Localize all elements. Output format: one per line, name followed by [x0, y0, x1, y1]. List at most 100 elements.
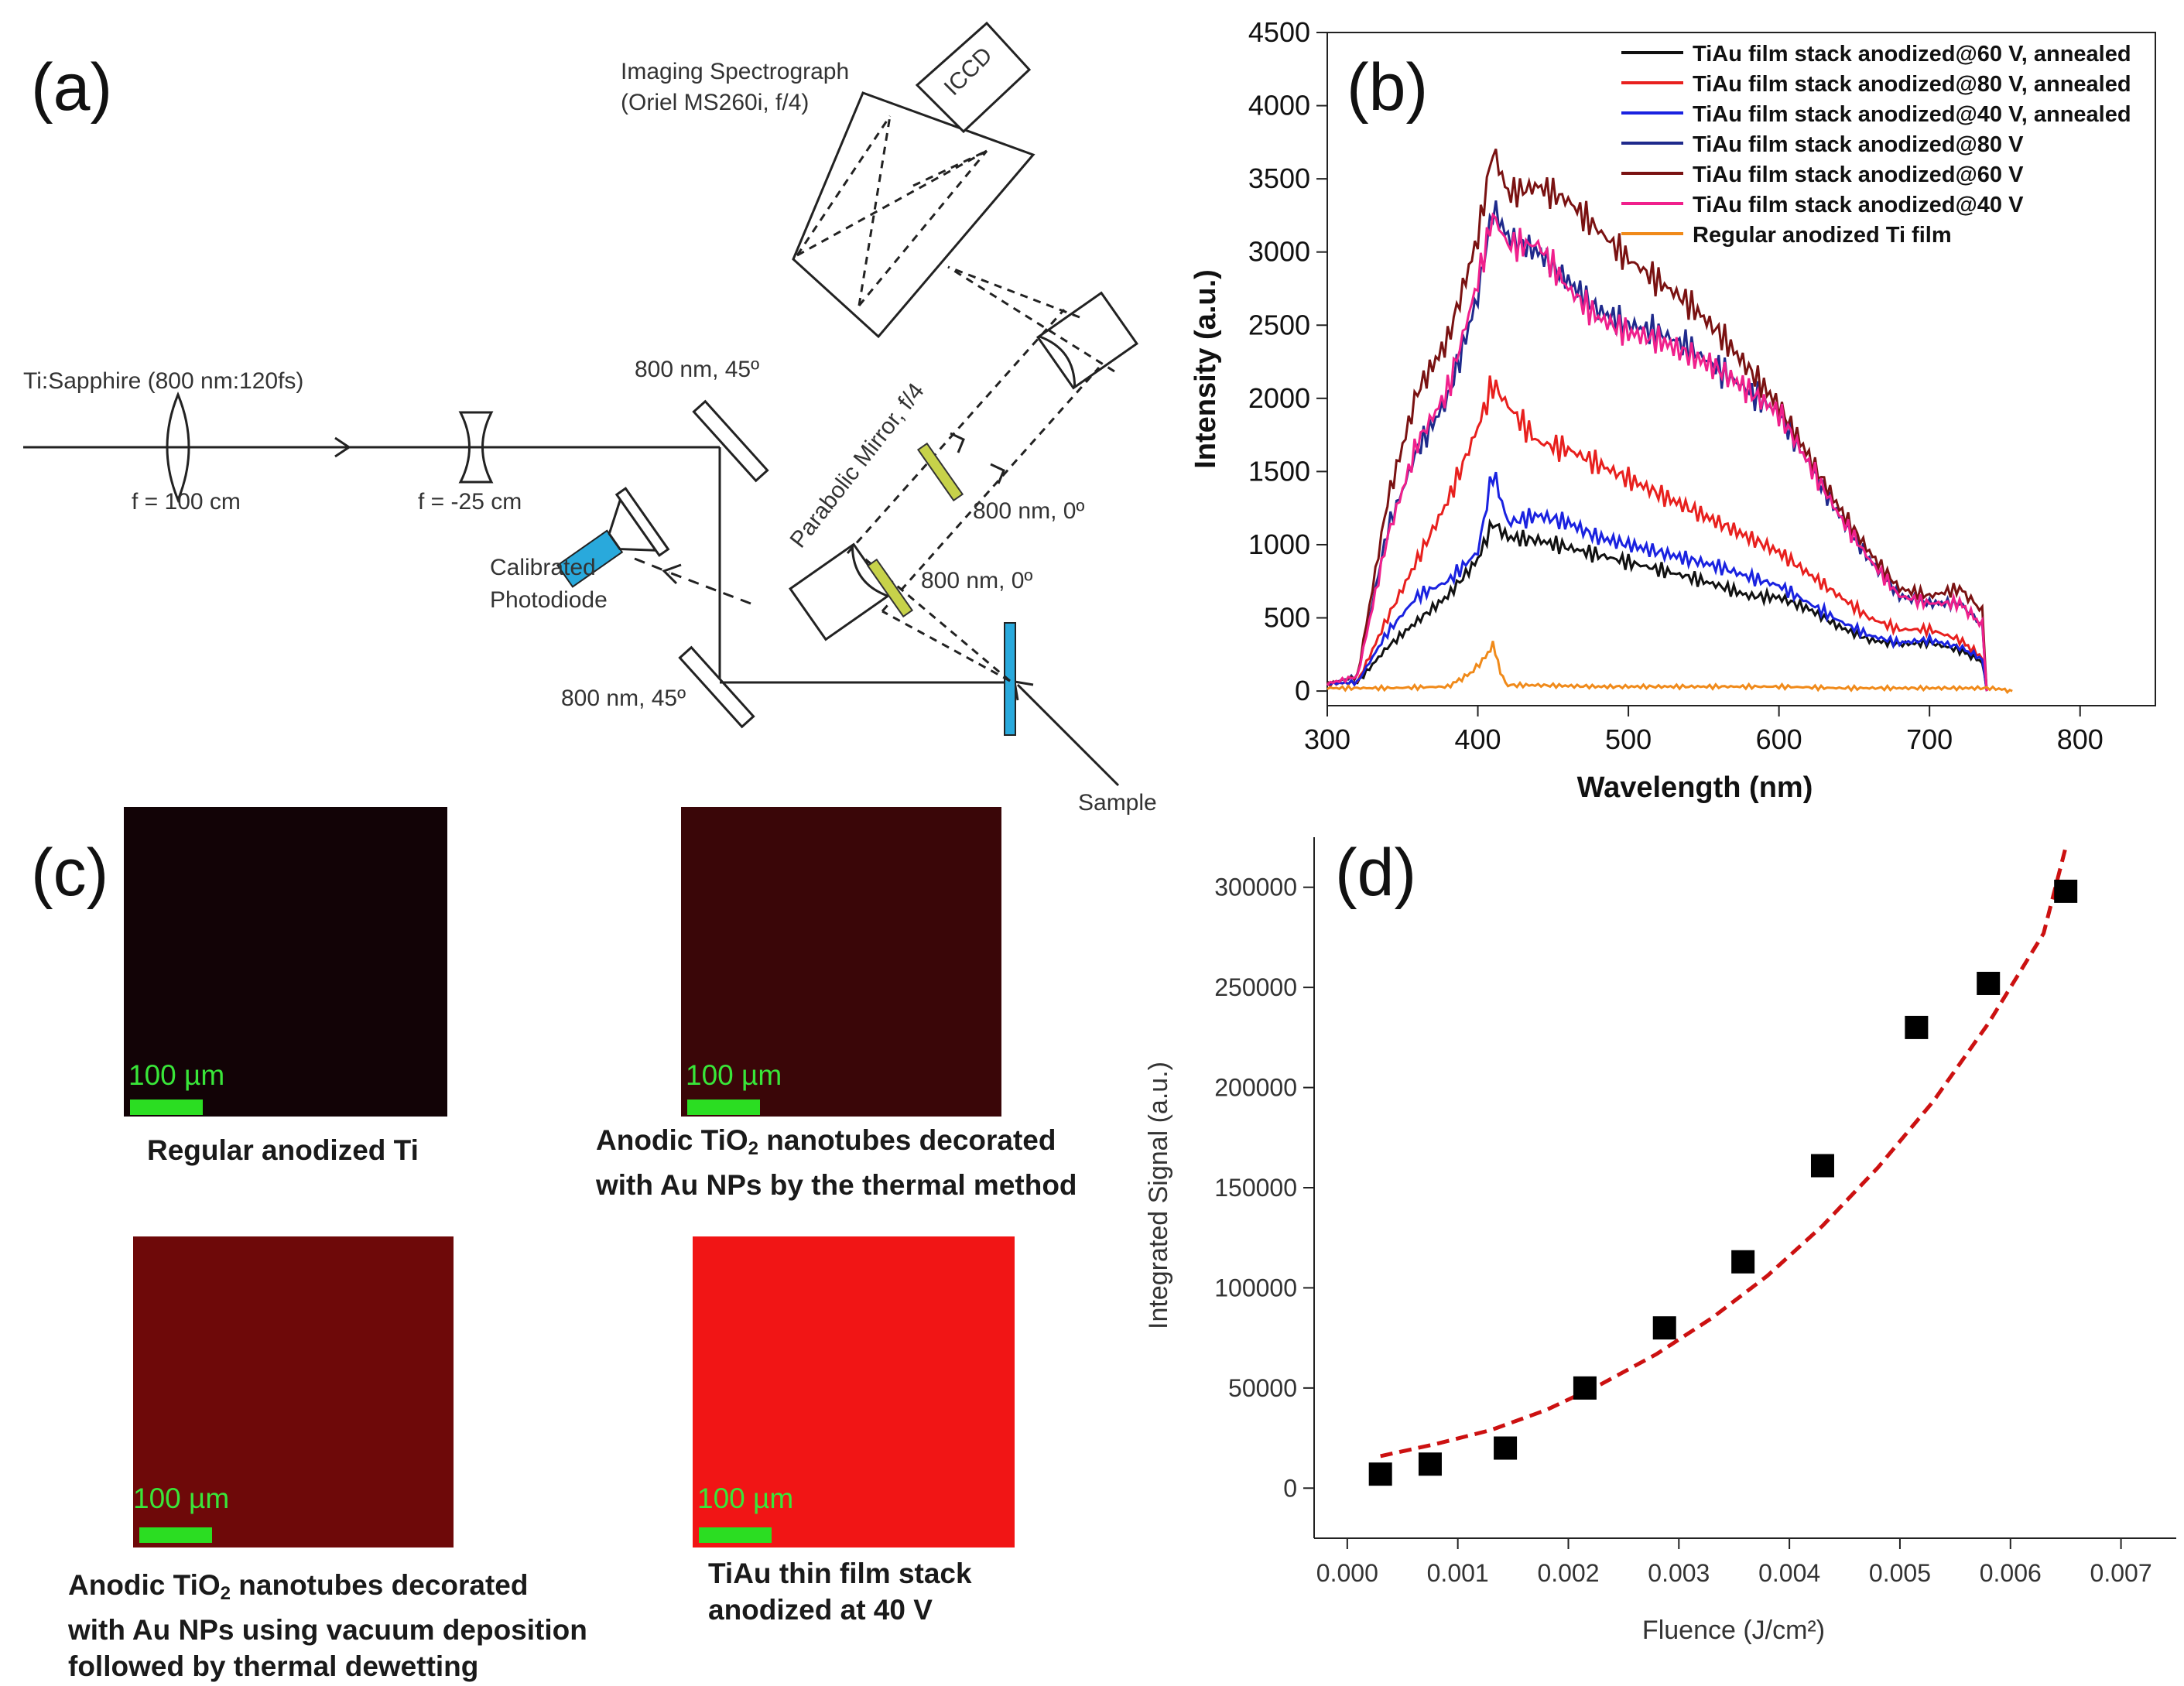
convex-lens	[166, 392, 190, 503]
y-tick-label: 200000	[1214, 1074, 1297, 1102]
fit-curve	[1380, 846, 2068, 1459]
x-tick-label: 600	[1756, 723, 1802, 755]
y-tick-label: 0	[1295, 675, 1310, 706]
optical-setup-diagram: Ti:Sapphire (800 nm:120fs) f = 100 cm f …	[23, 21, 1157, 816]
mirror-45-top	[692, 399, 769, 483]
y-tick-label: 300000	[1214, 874, 1297, 901]
data-point	[1368, 1462, 1392, 1486]
legend-label: TiAu film stack anodized@60 V	[1693, 162, 2024, 187]
series-line	[1326, 149, 1988, 692]
data-point	[1494, 1436, 1518, 1460]
y-axis-label: Intensity (a.u.)	[1190, 269, 1222, 469]
data-point	[1977, 971, 2001, 995]
caption-vacuum-deposition: Anodic TiO2 nanotubes decorated with Au …	[68, 1569, 587, 1682]
y-tick-label: 250000	[1214, 973, 1297, 1001]
beam-arrow-1	[334, 436, 351, 458]
x-tick-label: 0.005	[1869, 1559, 1931, 1587]
image-vacuum-deposition: 100 µm	[133, 1236, 454, 1547]
legend-label: TiAu film stack anodized@40 V, annealed	[1693, 102, 2131, 127]
concave-lens	[458, 411, 494, 484]
caption-regular-anodized-ti: Regular anodized Ti	[147, 1134, 419, 1166]
image-regular-anodized-ti: 100 µm	[124, 807, 447, 1117]
scalebar-label: 100 µm	[686, 1059, 782, 1091]
filter1-label: 800 nm, 0º	[973, 498, 1084, 524]
data-point	[2054, 879, 2078, 903]
spectrograph-label-1: Imaging Spectrograph	[621, 59, 849, 84]
lens1-label: f = 100 cm	[132, 489, 241, 515]
series-line	[1326, 518, 1988, 692]
y-tick-label: 3500	[1248, 162, 1310, 194]
x-tick-label: 0.007	[2090, 1559, 2152, 1587]
y-tick-label: 2000	[1248, 382, 1310, 414]
imaging-spectrograph	[792, 21, 1036, 339]
laser-label: Ti:Sapphire (800 nm:120fs)	[23, 368, 303, 394]
y-tick-label: 150000	[1214, 1174, 1297, 1202]
y-tick-label: 2500	[1248, 309, 1310, 340]
y-tick-label: 3000	[1248, 236, 1310, 268]
series-line	[1326, 212, 1988, 692]
data-point	[1810, 1154, 1834, 1178]
caption-thermal-method: Anodic TiO2 nanotubes decorated with Au …	[596, 1124, 1077, 1201]
data-point	[1573, 1376, 1597, 1400]
scalebar	[687, 1099, 760, 1115]
x-tick-label: 500	[1605, 723, 1652, 755]
filter2-label: 800 nm, 0º	[921, 568, 1032, 593]
image-tiau-40v: 100 µm	[693, 1236, 1015, 1547]
x-axis-label: Wavelength (nm)	[1577, 771, 1813, 804]
parabolic-mirror-upper	[1036, 291, 1138, 390]
image-thermal-method: 100 µm	[681, 807, 1001, 1117]
panel-b-label: (b)	[1347, 50, 1429, 125]
mirror-45-bottom	[678, 645, 755, 729]
x-tick-label: 0.000	[1316, 1559, 1378, 1587]
x-tick-label: 0.004	[1758, 1559, 1820, 1587]
parabolic-mirror-lower	[789, 542, 891, 641]
photodiode-label-2: Photodiode	[490, 587, 608, 613]
data-point	[1652, 1316, 1676, 1340]
y-tick-label: 4500	[1248, 16, 1310, 48]
y-tick-label: 1500	[1248, 455, 1310, 487]
y-tick-label: 500	[1264, 602, 1310, 634]
mirror-top-label: 800 nm, 45º	[635, 357, 759, 382]
filter-upper	[916, 442, 964, 502]
scalebar-label: 100 µm	[697, 1483, 794, 1514]
x-axis-label: Fluence (J/cm²)	[1642, 1616, 1825, 1645]
y-tick-label: 1000	[1248, 528, 1310, 560]
y-tick-label: 100000	[1214, 1274, 1297, 1301]
scalebar-label: 100 µm	[128, 1059, 225, 1091]
y-tick-label: 50000	[1228, 1374, 1297, 1402]
data-point	[1731, 1250, 1755, 1274]
x-tick-label: 300	[1304, 723, 1350, 755]
spectra-chart: 300 400 500 600 700 800 0 500 1000 1500 2000 2500 30…	[1190, 16, 2156, 804]
lens2-label: f = -25 cm	[418, 489, 522, 515]
scalebar-label: 100 µm	[133, 1483, 230, 1514]
y-tick-label: 0	[1283, 1474, 1297, 1502]
legend-label: Regular anodized Ti film	[1693, 223, 1952, 248]
legend-label: TiAu film stack anodized@80 V, annealed	[1693, 72, 2131, 97]
y-axis-label: Integrated Signal (a.u.)	[1144, 1062, 1173, 1329]
caption-tiau-40v: TiAu thin film stack anodized at 40 V	[708, 1558, 972, 1626]
x-tick-label: 0.002	[1537, 1559, 1599, 1587]
x-tick-label: 400	[1455, 723, 1501, 755]
data-point	[1905, 1015, 1929, 1039]
filter-lower	[866, 558, 914, 618]
scalebar	[139, 1527, 212, 1543]
legend-label: TiAu film stack anodized@60 V, annealed	[1693, 42, 2131, 67]
mirror-bottom-label: 800 nm, 45º	[561, 686, 686, 711]
panel-a-label: (a)	[31, 50, 113, 125]
legend-label: TiAu film stack anodized@40 V	[1693, 193, 2024, 217]
photodiode-label-1: Calibrated	[490, 555, 596, 580]
x-tick-label: 700	[1906, 723, 1953, 755]
fluence-chart: 0.000 0.001 0.002 0.003 0.004 0.005 0.006 0.007…	[1144, 837, 2176, 1645]
parabolic-label: Parabolic Mirror, f/4	[786, 378, 929, 552]
scalebar	[699, 1527, 772, 1543]
series-line	[1326, 375, 1988, 692]
calibrated-photodiode	[556, 487, 670, 588]
x-tick-label: 0.001	[1427, 1559, 1489, 1587]
legend-label: TiAu film stack anodized@80 V	[1693, 132, 2024, 157]
panel-d-label: (d)	[1335, 836, 1417, 910]
y-tick-label: 4000	[1248, 90, 1310, 121]
series-line	[1326, 641, 2013, 694]
sample-label: Sample	[1078, 790, 1157, 816]
plot-frame	[1326, 32, 2156, 706]
data-point	[1418, 1452, 1442, 1476]
